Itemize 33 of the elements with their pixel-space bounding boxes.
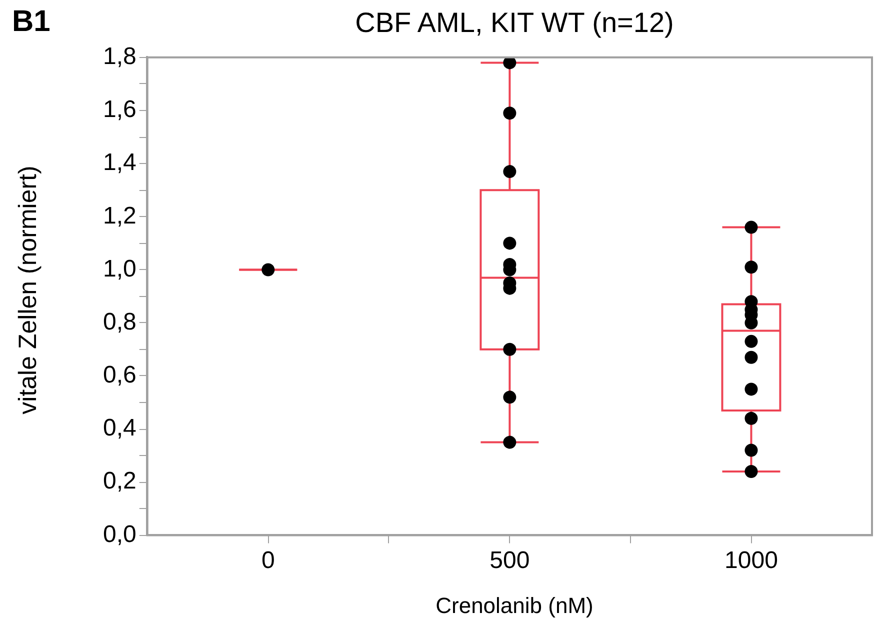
point <box>744 260 758 274</box>
y-tick-label: 0,4 <box>102 414 136 442</box>
point <box>744 334 758 348</box>
point <box>744 350 758 364</box>
point <box>503 106 516 120</box>
point <box>503 342 516 356</box>
y-tick-label: 0,8 <box>102 308 136 336</box>
point <box>503 236 516 250</box>
point <box>744 382 758 396</box>
y-tick-label: 0,2 <box>102 468 136 495</box>
y-tick-label: 1,6 <box>102 96 136 124</box>
y-tick-label: 0,6 <box>102 362 136 389</box>
point <box>744 444 758 457</box>
y-axis-title: vitale Zellen (normiert) <box>13 166 43 414</box>
y-tick-label: 1,8 <box>102 43 136 70</box>
x-tick-label: 0 <box>261 547 275 574</box>
x-axis-title: Crenolanib (nM) <box>434 592 594 620</box>
point <box>744 464 758 478</box>
point <box>503 390 516 404</box>
y-tick-label: 1,2 <box>102 202 136 230</box>
y-tick-label: 1,0 <box>102 255 136 282</box>
point <box>503 165 516 178</box>
point <box>503 57 516 70</box>
text: B1 <box>12 4 50 40</box>
point <box>262 263 275 276</box>
chart-title: CBF AML, KIT WT (n=12) <box>354 6 675 40</box>
x-tick-label: 500 <box>490 547 530 574</box>
point <box>744 220 758 234</box>
point <box>744 412 758 425</box>
y-tick-label: 0,0 <box>102 520 136 548</box>
x-tick-label: 1000 <box>724 547 778 574</box>
point <box>503 436 516 449</box>
y-tick-label: 1,4 <box>102 149 136 176</box>
